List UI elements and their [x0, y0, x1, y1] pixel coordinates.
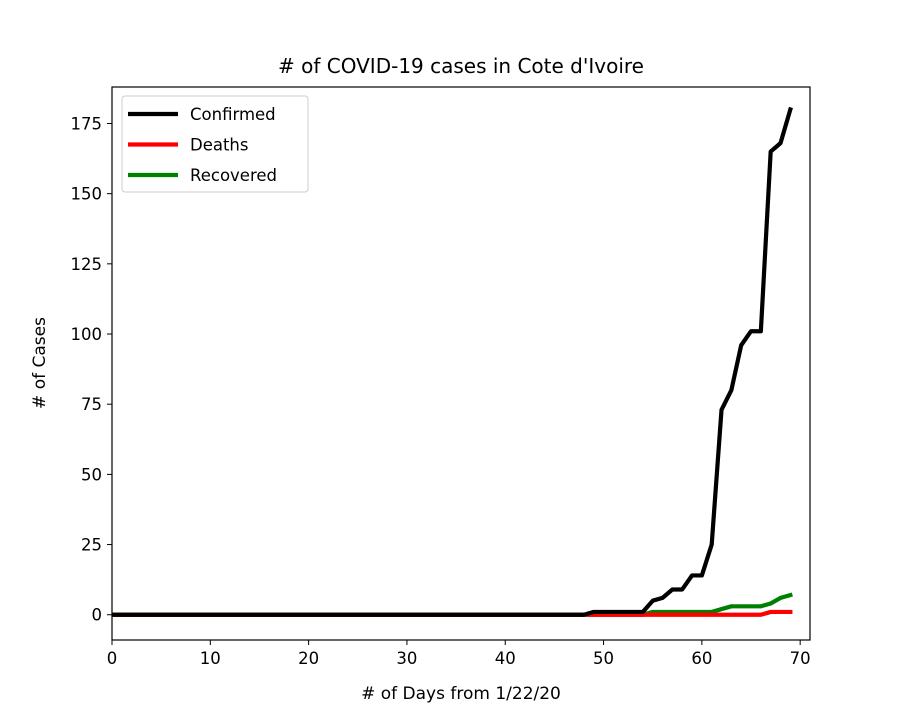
x-tick-label: 50	[593, 649, 614, 668]
y-tick-label: 75	[81, 395, 102, 414]
x-axis: 0 10 20 30 40 50 60 70	[107, 640, 811, 668]
chart-title: # of COVID-19 cases in Cote d'Ivoire	[278, 54, 644, 78]
y-tick-label: 100	[71, 325, 103, 344]
legend-box	[121, 95, 309, 193]
legend-label-confirmed: Confirmed	[190, 105, 276, 124]
y-tick-label: 50	[81, 465, 102, 484]
legend: Confirmed Deaths Recovered	[121, 95, 309, 193]
legend-label-recovered: Recovered	[190, 166, 277, 185]
plot-frame	[111, 86, 811, 641]
x-tick-label: 10	[200, 649, 221, 668]
y-axis: 0 25 50 75 100 125 150 175	[71, 114, 112, 625]
y-tick-label: 0	[92, 606, 103, 625]
y-tick-label: 175	[71, 114, 103, 133]
x-tick-label: 20	[298, 649, 319, 668]
x-tick-label: 60	[691, 649, 712, 668]
series-layer	[112, 106, 793, 617]
y-tick-label: 25	[81, 536, 102, 555]
y-tick-label: 150	[71, 185, 103, 204]
y-axis-label: # of Cases	[30, 317, 50, 409]
x-tick-label: 70	[790, 649, 811, 668]
y-tick-label: 125	[71, 255, 103, 274]
x-axis-label: # of Days from 1/22/20	[361, 684, 561, 704]
x-tick-label: 40	[495, 649, 516, 668]
x-tick-label: 30	[396, 649, 417, 668]
legend-label-deaths: Deaths	[190, 136, 249, 155]
series-line-confirmed	[112, 106, 793, 617]
x-tick-label: 0	[107, 649, 118, 668]
